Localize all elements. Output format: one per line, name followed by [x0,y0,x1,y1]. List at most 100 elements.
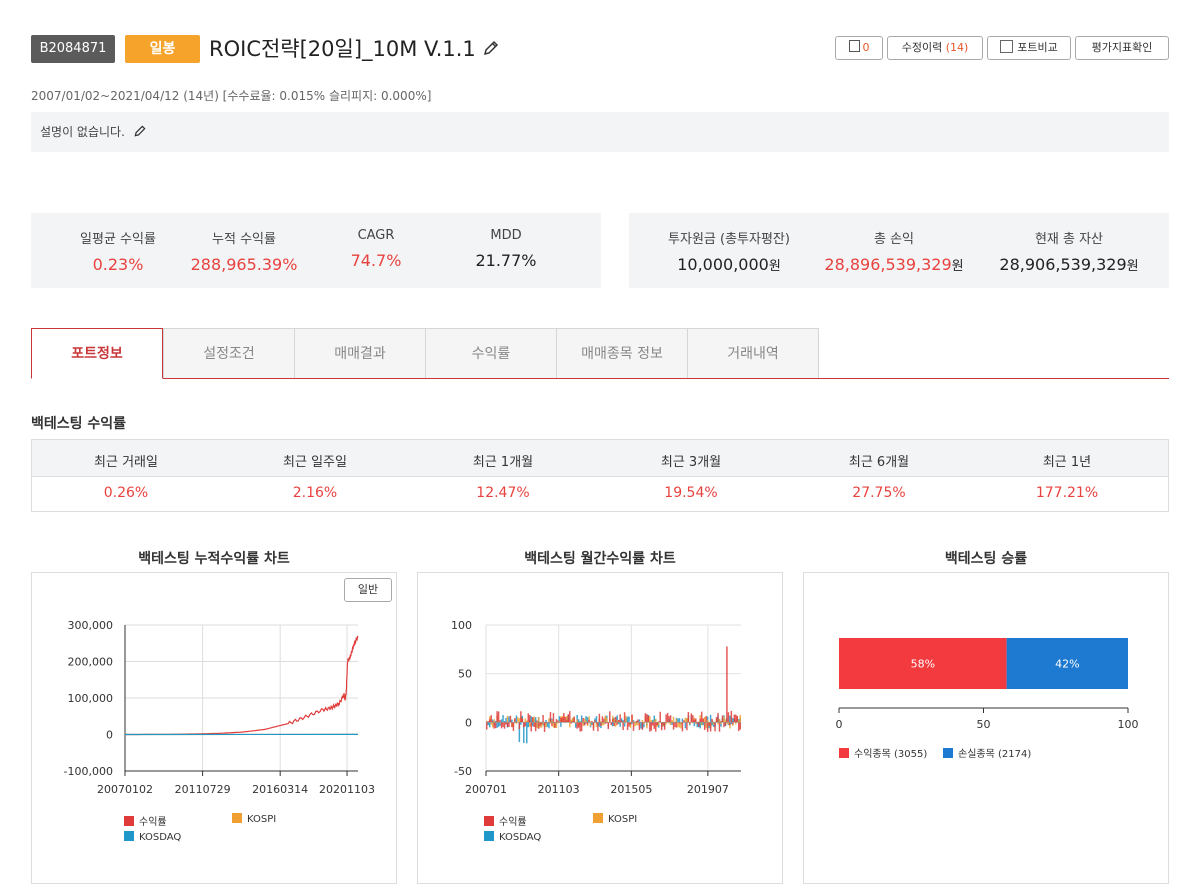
y-tick-label: 50 [458,668,472,681]
pencil-icon[interactable] [133,124,147,141]
monthly-bar [514,718,516,723]
monthly-bar [534,722,537,732]
monthly-bar [702,718,704,723]
x-tick-label: 20160314 [252,783,308,796]
monthly-bar [727,712,730,723]
monthly-bar [634,722,636,727]
monthly-bar [566,716,568,723]
monthly-bar [717,713,719,723]
winrate-segment-label: 42% [1055,658,1079,671]
tab-returns[interactable]: 수익률 [425,328,557,378]
monthly-bar [650,720,653,723]
monthly-bar [494,722,497,729]
monthly-bar [509,722,512,723]
monthly-bar [576,719,578,723]
monthly-bar [500,719,503,723]
monthly-bar [526,720,528,723]
monthly-bar [493,722,495,729]
monthly-bar [520,722,522,725]
monthly-bar [520,711,522,723]
checkbox-icon[interactable] [1000,40,1014,53]
returns-table: 최근 거래일 최근 일주일 최근 1개월 최근 3개월 최근 6개월 최근 1년… [31,439,1169,512]
stat-value: 21.77% [475,251,537,270]
monthly-bar [548,722,550,729]
monthly-bar [487,722,489,726]
monthly-bar [619,714,621,723]
monthly-bar [589,722,592,727]
tab-portfolio-info[interactable]: 포트정보 [31,328,163,379]
monthly-bar [540,722,543,725]
legend-item: 손실종목 (2174) [943,745,1031,760]
edit-history-label: 수정이력 [901,41,943,54]
monthly-bar [545,722,547,724]
monthly-bar [585,716,587,723]
monthly-chart-svg: 100 50 0 -50 200701 201103 201505 201907 [451,619,741,796]
monthly-bar [619,722,621,724]
monthly-bar [515,722,518,725]
stat-cagr: CAGR 74.7% [331,213,421,270]
legend-item: 수익률 [484,813,527,828]
monthly-bar [641,720,644,723]
monthly-bar [505,722,507,725]
monthly-bar [531,717,534,723]
monthly-bar [620,718,623,723]
x-tick-label: 20201103 [319,783,375,796]
monthly-bar [723,722,725,728]
monthly-bar [711,722,713,726]
legend-swatch [484,831,494,841]
monthly-bar [580,715,583,723]
monthly-bar [600,721,602,723]
legend-item: 수익률 [124,813,167,828]
monthly-bar [635,722,638,726]
monthly-bar [700,722,703,726]
monthly-bar [674,722,676,728]
monthly-bar [586,717,589,723]
copy-count-button[interactable]: 0 [835,36,883,60]
monthly-bar [503,722,506,729]
eval-metrics-button[interactable]: 평가지표확인 [1075,36,1169,60]
portfolio-compare-button[interactable]: 포트비교 [987,36,1071,60]
monthly-bar [675,722,678,728]
monthly-bar [708,722,710,726]
portfolio-compare-label: 포트비교 [1017,41,1058,54]
pencil-icon[interactable] [482,34,500,66]
monthly-bar [614,722,617,727]
monthly-bar [729,715,731,723]
monthly-bar [668,722,670,724]
monthly-bar [702,722,704,726]
monthly-bar [709,714,712,723]
stat-total-pnl: 총 손익 28,896,539,329원 [814,213,974,274]
monthly-bar [625,715,627,723]
monthly-bar [595,716,598,723]
edit-history-count: (14) [945,41,969,54]
tab-settings[interactable]: 설정조건 [163,328,295,378]
monthly-bar [552,722,555,728]
legend-swatch [232,813,242,823]
monthly-bar [699,722,701,729]
monthly-bar [631,722,633,724]
legend-swatch [124,816,134,826]
monthly-bar [558,721,561,723]
chart-mode-button[interactable]: 일반 [344,578,392,602]
backtest-period: 2007/01/02~2021/04/12 (14년) [수수료율: 0.015… [31,89,432,103]
monthly-bar [601,722,604,726]
monthly-bar [696,722,698,728]
monthly-bar [560,717,562,723]
monthly-bar [542,722,544,725]
monthly-bar [491,719,494,723]
monthly-bar [706,716,709,723]
monthly-bar [709,722,712,732]
tab-trade-stocks[interactable]: 매매종목 정보 [556,328,688,378]
monthly-bar [555,719,558,723]
monthly-bar [491,721,494,723]
monthly-bar [668,716,670,723]
stat-value: 28,906,539,329원 [984,255,1154,274]
returns-header-cell: 최근 1개월 [472,455,534,470]
tab-transactions[interactable]: 거래내역 [687,328,819,378]
edit-history-button[interactable]: 수정이력 (14) [887,36,983,60]
monthly-bar [594,720,596,723]
stat-number: 28,906,539,329 [999,255,1127,274]
monthly-bar [616,722,618,725]
tab-trade-results[interactable]: 매매결과 [294,328,426,378]
monthly-bar [653,722,656,729]
